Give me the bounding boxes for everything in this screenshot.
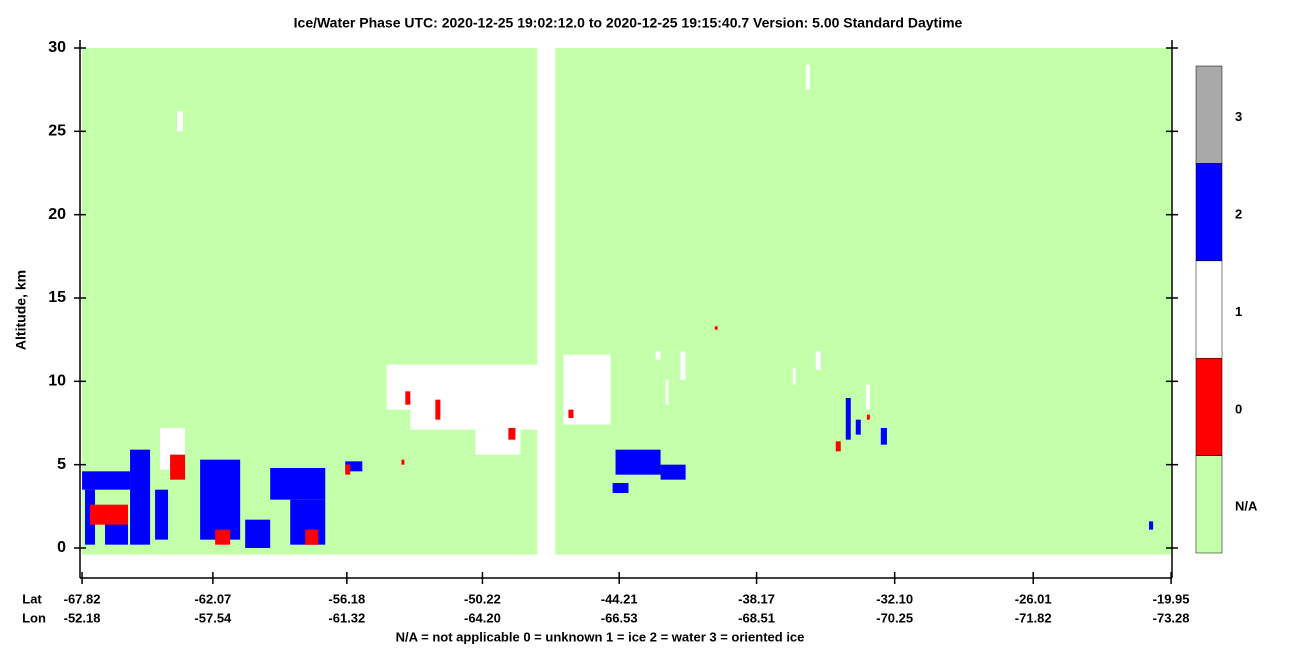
lon-label: -64.20 xyxy=(464,610,501,625)
x-tick-label: -67.82 xyxy=(64,591,101,606)
phase-cell xyxy=(815,351,821,370)
phase-cell xyxy=(435,399,441,420)
phase-cell xyxy=(170,454,186,480)
phase-cell xyxy=(845,398,851,440)
phase-cell xyxy=(270,468,326,500)
phase-cell xyxy=(714,326,718,330)
phase-cell xyxy=(866,414,870,420)
phase-cell xyxy=(880,428,887,445)
y-tick-label: 15 xyxy=(48,289,66,306)
colorbar-swatch xyxy=(1195,357,1223,456)
y-tick-label: 0 xyxy=(57,539,66,556)
na-region xyxy=(555,48,1172,555)
x-tick-label: -50.22 xyxy=(464,591,501,606)
y-tick-label: 20 xyxy=(48,206,66,223)
phase-cell xyxy=(680,351,686,380)
phase-cell xyxy=(82,471,131,490)
colorbar-swatch xyxy=(1195,455,1223,554)
lon-label: -73.28 xyxy=(1153,610,1190,625)
colorbar-label: 3 xyxy=(1235,109,1242,124)
phase-cell xyxy=(177,111,184,132)
phase-cell xyxy=(405,391,411,405)
x-tick-label: -62.07 xyxy=(194,591,231,606)
lon-label: -68.51 xyxy=(738,610,775,625)
phase-cell xyxy=(568,409,574,418)
lon-label: -71.82 xyxy=(1015,610,1052,625)
x-tick-label: -44.21 xyxy=(601,591,638,606)
phase-cell xyxy=(655,351,661,360)
lon-label: -70.25 xyxy=(876,610,913,625)
lon-label: -66.53 xyxy=(601,610,638,625)
y-tick-label: 30 xyxy=(48,39,66,56)
phase-cell xyxy=(345,461,363,472)
lon-label: -61.32 xyxy=(328,610,365,625)
lon-label: -52.18 xyxy=(64,610,101,625)
phase-cell xyxy=(305,529,319,545)
phase-cell xyxy=(155,489,169,540)
colorbar-label: 1 xyxy=(1235,304,1242,319)
phase-cell xyxy=(805,64,810,90)
phase-cell xyxy=(615,449,661,475)
phase-cell xyxy=(1149,521,1154,530)
x-tick-label: -38.17 xyxy=(738,591,775,606)
colorbar-label: 2 xyxy=(1235,207,1242,222)
phase-cell xyxy=(612,483,629,493)
phase-cell xyxy=(410,404,541,430)
phase-cell xyxy=(85,489,96,545)
phase-cell xyxy=(855,419,861,435)
phase-cell xyxy=(245,519,271,548)
phase-cell xyxy=(215,529,231,545)
colorbar-swatch xyxy=(1195,260,1223,359)
footnote: N/A = not applicable 0 = unknown 1 = ice… xyxy=(396,629,805,644)
colorbar-label: 0 xyxy=(1235,401,1242,416)
phase-cell xyxy=(792,368,796,385)
phase-cell xyxy=(835,441,841,452)
chart-title: Ice/Water Phase UTC: 2020-12-25 19:02:12… xyxy=(294,15,963,31)
lon-label: -57.54 xyxy=(194,610,232,625)
phase-cell xyxy=(401,459,405,465)
y-axis-title: Altitude, km xyxy=(13,270,29,350)
row-label: Lat xyxy=(22,591,42,606)
phase-cell xyxy=(508,428,516,440)
x-tick-label: -19.95 xyxy=(1153,591,1190,606)
y-tick-label: 10 xyxy=(48,373,66,390)
row-label: Lon xyxy=(22,610,46,625)
colorbar-swatch xyxy=(1195,65,1223,164)
x-tick-label: -26.01 xyxy=(1015,591,1052,606)
phase-cell xyxy=(660,464,686,480)
x-tick-label: -56.18 xyxy=(328,591,365,606)
phase-cell xyxy=(865,384,870,410)
y-tick-label: 5 xyxy=(57,456,66,473)
x-tick-label: -32.10 xyxy=(876,591,913,606)
phase-cell xyxy=(665,379,669,405)
phase-cell xyxy=(130,449,151,545)
colorbar-label: N/A xyxy=(1235,499,1258,514)
phase-cell xyxy=(386,364,546,410)
y-tick-label: 25 xyxy=(48,123,66,140)
phase-cell xyxy=(345,464,351,475)
phase-cell xyxy=(200,459,241,540)
colorbar-swatch xyxy=(1195,163,1223,262)
phase-cell xyxy=(90,504,129,525)
